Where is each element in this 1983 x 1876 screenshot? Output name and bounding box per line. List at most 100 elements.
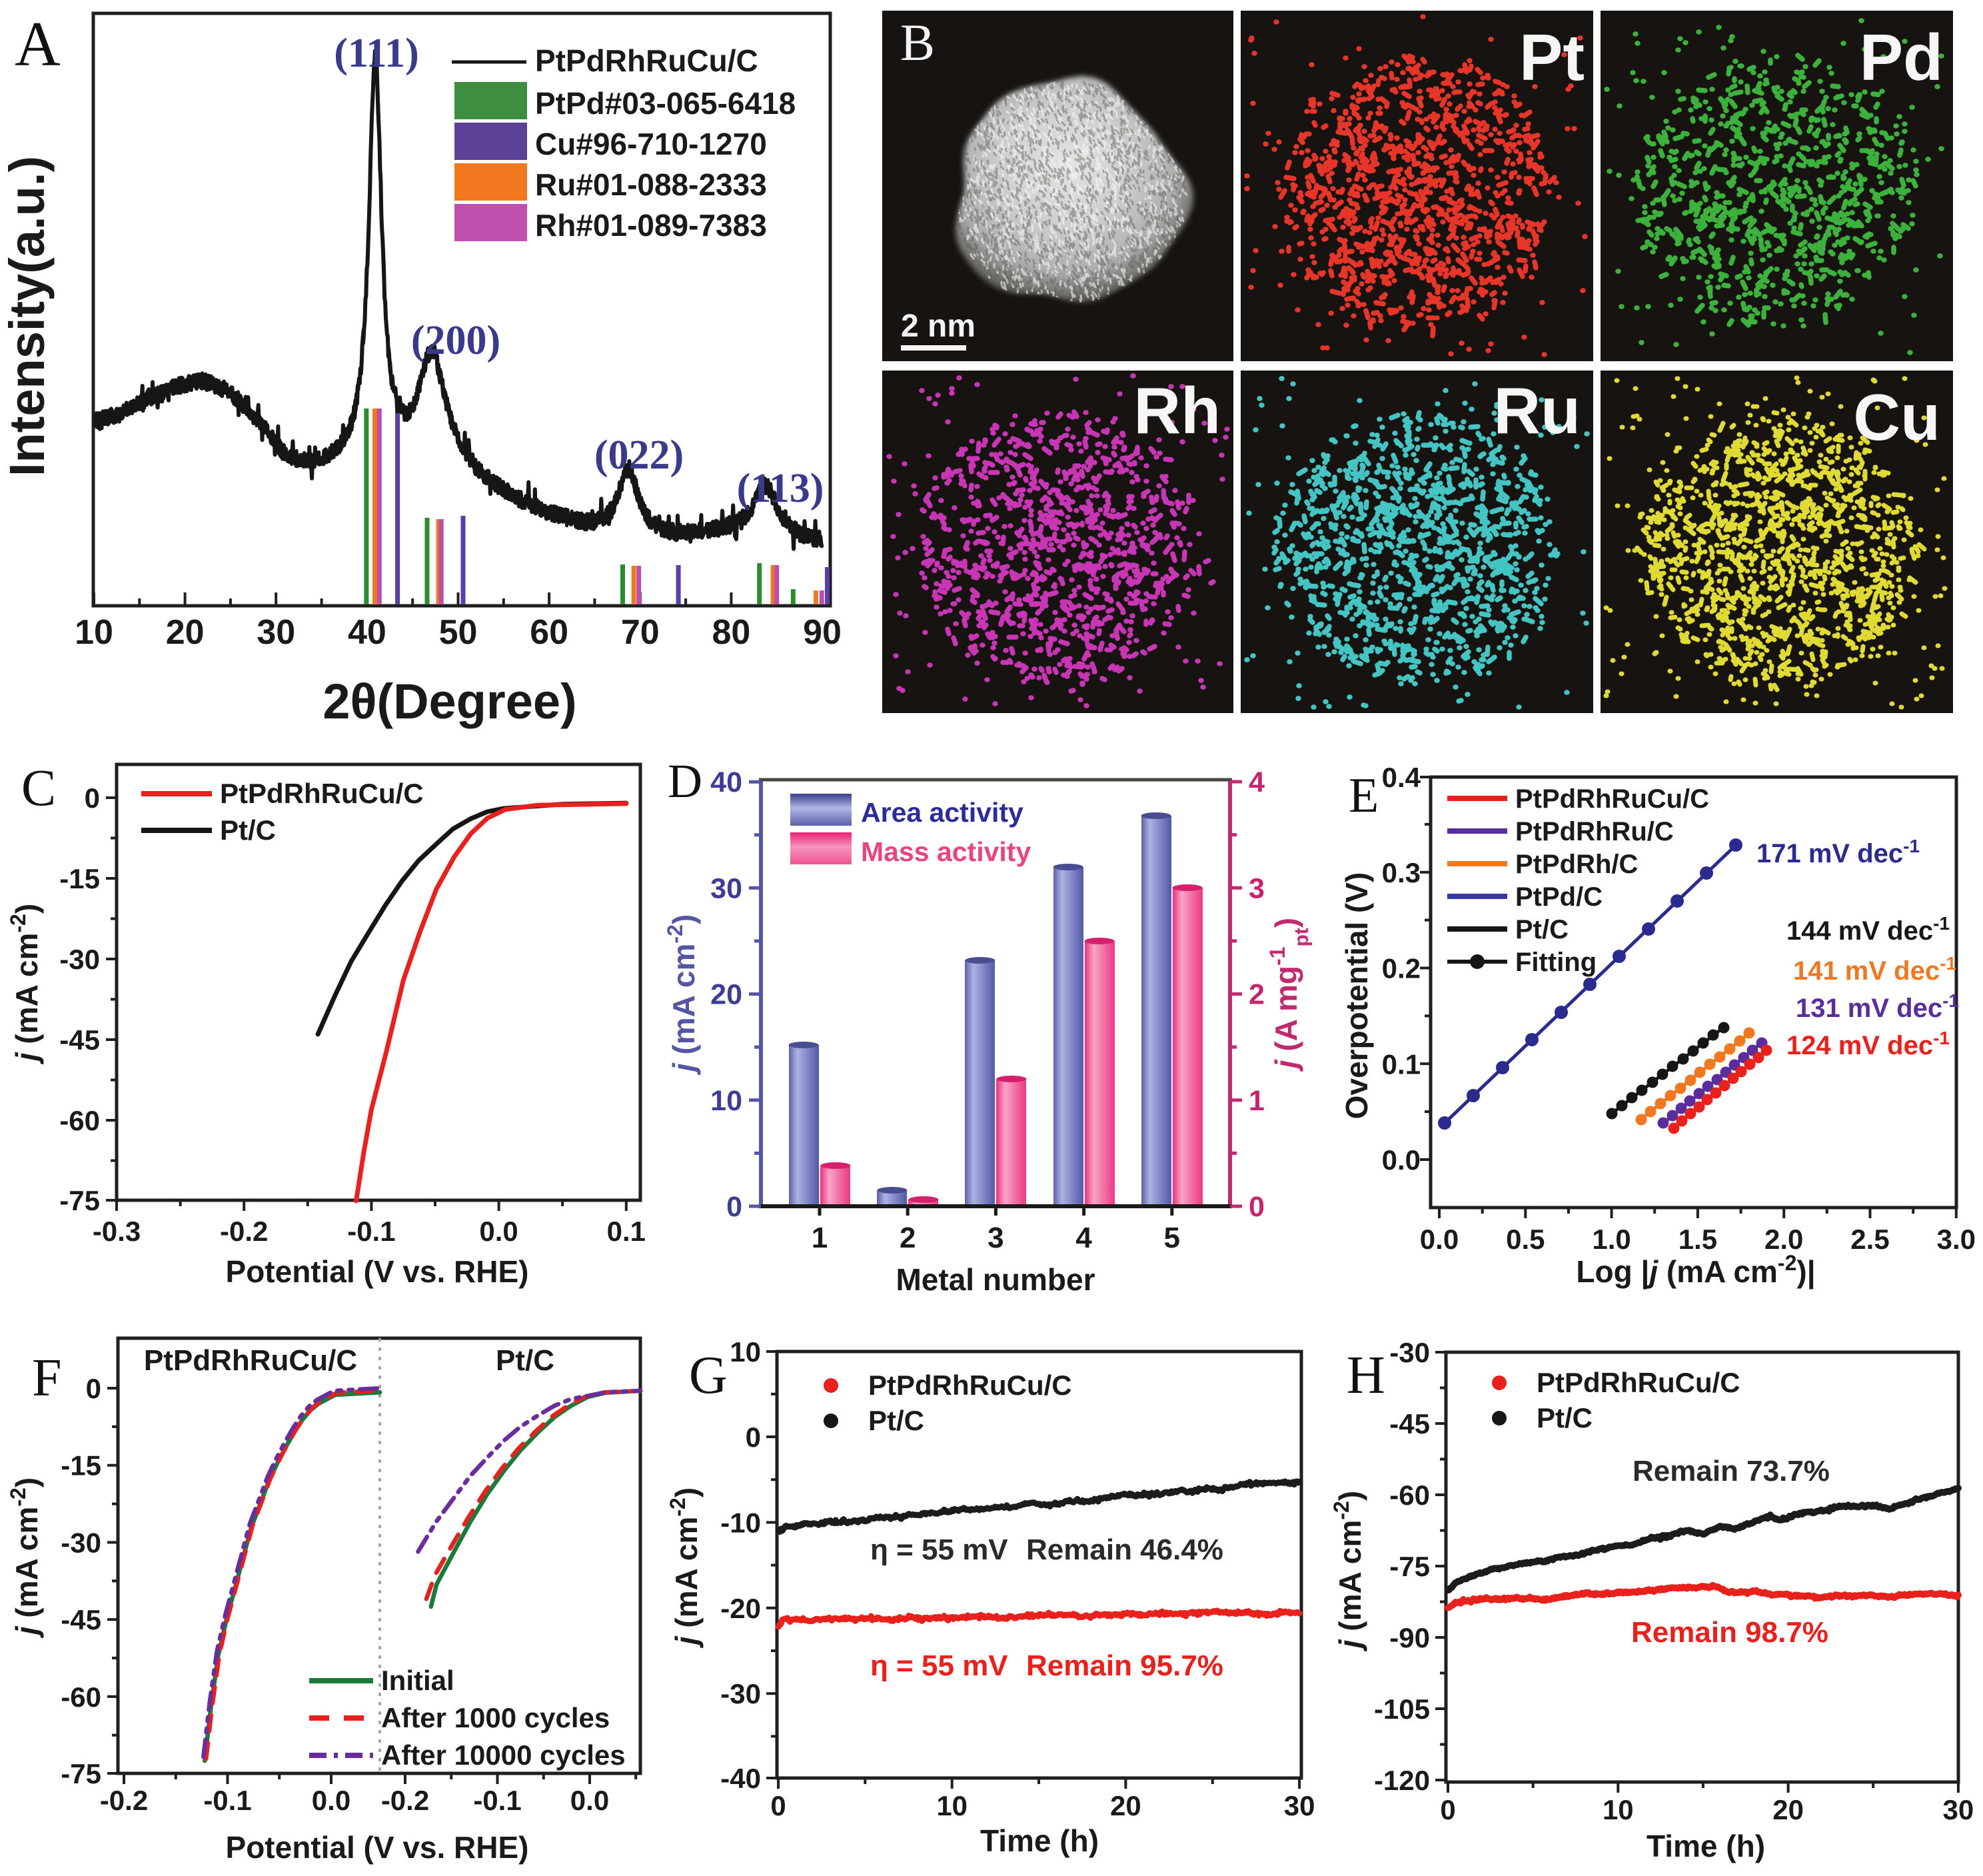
svg-text:PtPdRhRuCu/C: PtPdRhRuCu/C — [144, 1344, 357, 1377]
svg-text:90: 90 — [803, 613, 842, 652]
svg-text:(111): (111) — [334, 31, 418, 76]
svg-text:(200): (200) — [411, 318, 500, 363]
svg-text:-75: -75 — [59, 1185, 100, 1216]
svg-text:30: 30 — [1284, 1790, 1315, 1821]
svg-text:D: D — [668, 754, 702, 808]
svg-text:η = 55 mV: η = 55 mV — [870, 1649, 1008, 1682]
svg-text:5: 5 — [1164, 1222, 1180, 1254]
svg-text:0: 0 — [726, 1191, 742, 1223]
svg-text:Intensity(a.u.): Intensity(a.u.) — [0, 156, 55, 476]
svg-text:Fitting: Fitting — [1515, 948, 1597, 977]
svg-text:0.0: 0.0 — [479, 1216, 518, 1247]
svg-text:Time (h): Time (h) — [1647, 1829, 1765, 1863]
svg-text:After 1000 cycles: After 1000 cycles — [381, 1702, 610, 1733]
svg-text:3.0: 3.0 — [1937, 1224, 1976, 1255]
svg-text:0: 0 — [85, 782, 100, 814]
svg-text:C: C — [21, 758, 56, 816]
svg-text:4: 4 — [1249, 766, 1265, 798]
svg-text:4: 4 — [1075, 1222, 1092, 1254]
svg-text:Pt/C: Pt/C — [496, 1344, 554, 1377]
svg-text:Rh#01-089-7383: Rh#01-089-7383 — [535, 208, 767, 243]
svg-text:-0.2: -0.2 — [381, 1785, 429, 1816]
svg-text:10: 10 — [730, 1336, 761, 1368]
svg-text:-30: -30 — [61, 1527, 101, 1558]
svg-text:A: A — [15, 9, 61, 79]
svg-text:2: 2 — [900, 1222, 916, 1254]
svg-text:-105: -105 — [1374, 1693, 1430, 1725]
svg-text:PtPdRhRu/C: PtPdRhRu/C — [1515, 817, 1674, 846]
svg-text:0.4: 0.4 — [1382, 762, 1421, 793]
svg-text:40: 40 — [348, 613, 386, 652]
svg-text:20: 20 — [1772, 1794, 1804, 1825]
svg-text:Pt/C: Pt/C — [1537, 1402, 1593, 1433]
svg-text:0.1: 0.1 — [1382, 1048, 1421, 1080]
svg-text:0.0: 0.0 — [570, 1785, 609, 1816]
svg-text:-120: -120 — [1374, 1765, 1430, 1796]
svg-text:0.1: 0.1 — [607, 1216, 646, 1247]
svg-text:Pt/C: Pt/C — [868, 1405, 924, 1436]
svg-text:10: 10 — [710, 1085, 742, 1117]
svg-text:3: 3 — [1249, 872, 1265, 904]
svg-text:1.0: 1.0 — [1592, 1224, 1631, 1255]
svg-text:131 mV dec-1: 131 mV dec-1 — [1796, 990, 1959, 1024]
svg-text:Pd: Pd — [1860, 21, 1943, 94]
svg-text:70: 70 — [621, 613, 660, 652]
svg-text:2: 2 — [1249, 979, 1265, 1011]
svg-text:2θ(Degree): 2θ(Degree) — [323, 674, 576, 729]
svg-text:Cu#96-710-1270: Cu#96-710-1270 — [535, 127, 767, 161]
svg-text:30: 30 — [710, 872, 742, 904]
svg-text:Initial: Initial — [381, 1665, 454, 1696]
svg-text:Time (h): Time (h) — [980, 1823, 1099, 1858]
svg-text:Remain 98.7%: Remain 98.7% — [1631, 1616, 1828, 1649]
svg-text:PtPdRhRuCu/C: PtPdRhRuCu/C — [868, 1370, 1072, 1401]
svg-text:-90: -90 — [1389, 1622, 1430, 1653]
svg-text:80: 80 — [712, 613, 750, 652]
svg-text:-15: -15 — [61, 1450, 101, 1481]
svg-text:60: 60 — [530, 613, 568, 652]
svg-text:0.0: 0.0 — [312, 1785, 350, 1816]
svg-text:Remain 73.7%: Remain 73.7% — [1633, 1455, 1830, 1487]
svg-text:-60: -60 — [59, 1105, 100, 1136]
svg-text:-0.3: -0.3 — [93, 1216, 141, 1247]
svg-text:-30: -30 — [59, 944, 100, 975]
svg-text:141 mV dec-1: 141 mV dec-1 — [1793, 953, 1956, 986]
svg-text:0.0: 0.0 — [1382, 1144, 1421, 1176]
svg-text:Ru#01-088-2333: Ru#01-088-2333 — [535, 167, 767, 202]
svg-text:Rh: Rh — [1133, 374, 1221, 447]
svg-text:30: 30 — [257, 613, 295, 652]
svg-text:-20: -20 — [720, 1593, 761, 1624]
svg-text:10: 10 — [936, 1790, 968, 1821]
svg-text:Potential (V vs. RHE): Potential (V vs. RHE) — [226, 1254, 529, 1289]
svg-text:PtPdRh/C: PtPdRh/C — [1515, 850, 1638, 879]
svg-text:-0.2: -0.2 — [100, 1785, 148, 1816]
svg-text:Pt: Pt — [1519, 21, 1585, 94]
svg-text:Pt/C: Pt/C — [220, 814, 276, 846]
svg-text:η = 55 mV: η = 55 mV — [870, 1533, 1008, 1566]
svg-text:-30: -30 — [1389, 1337, 1430, 1368]
svg-text:40: 40 — [710, 766, 742, 798]
svg-text:PtPdRhRuCu/C: PtPdRhRuCu/C — [1537, 1367, 1740, 1398]
svg-text:1: 1 — [1249, 1085, 1265, 1117]
svg-text:-0.1: -0.1 — [347, 1216, 395, 1247]
svg-text:20: 20 — [166, 613, 205, 652]
svg-text:Pt/C: Pt/C — [1515, 915, 1569, 944]
svg-text:PtPd/C: PtPd/C — [1515, 882, 1603, 912]
svg-text:0.5: 0.5 — [1506, 1224, 1545, 1255]
svg-text:-45: -45 — [1389, 1408, 1430, 1439]
svg-text:Log |j (mA cm-2)|: Log |j (mA cm-2)| — [1576, 1251, 1815, 1289]
svg-text:2.5: 2.5 — [1850, 1224, 1889, 1255]
svg-text:2 nm: 2 nm — [901, 309, 976, 344]
svg-text:-60: -60 — [1389, 1479, 1430, 1511]
svg-text:PtPdRhRuCu/C: PtPdRhRuCu/C — [1515, 784, 1709, 814]
svg-text:0: 0 — [770, 1790, 786, 1821]
svg-text:Metal number: Metal number — [896, 1262, 1095, 1297]
svg-text:-10: -10 — [720, 1507, 761, 1538]
svg-text:B: B — [900, 13, 935, 71]
svg-text:0.3: 0.3 — [1382, 857, 1421, 888]
svg-text:Mass activity: Mass activity — [861, 836, 1031, 867]
svg-text:0.2: 0.2 — [1382, 953, 1421, 984]
svg-text:H: H — [1347, 1346, 1385, 1405]
svg-text:Potential (V vs. RHE): Potential (V vs. RHE) — [226, 1830, 529, 1865]
svg-text:(022): (022) — [594, 433, 684, 478]
svg-text:1: 1 — [812, 1222, 828, 1254]
